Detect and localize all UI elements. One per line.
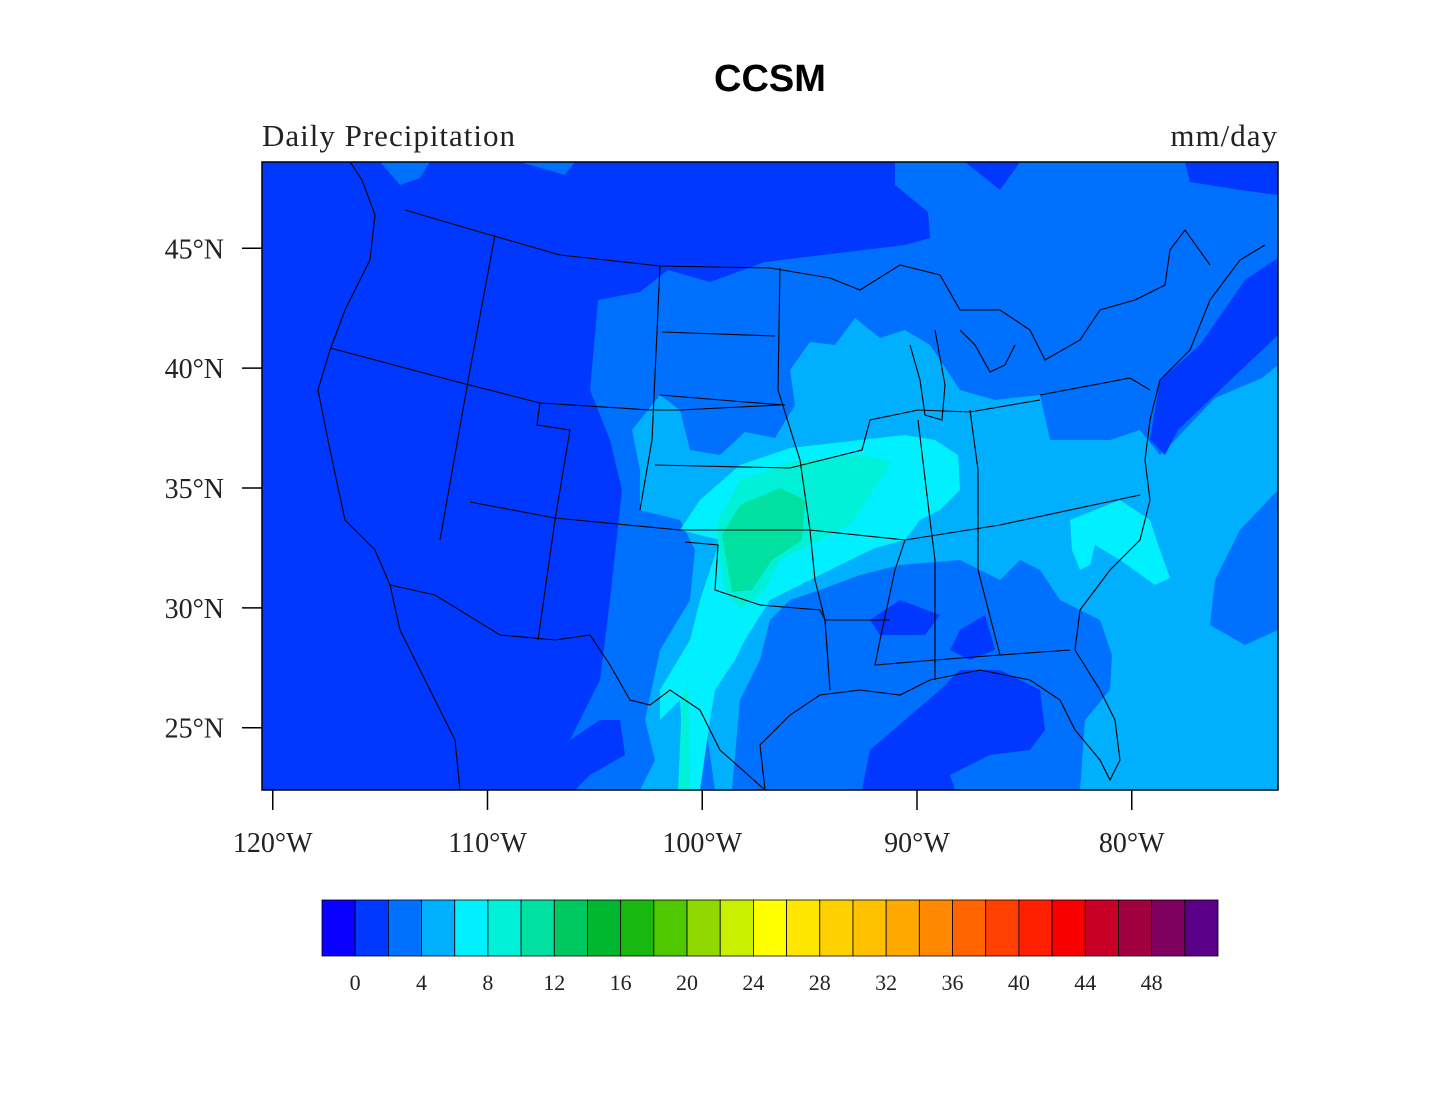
colorbar-box (1051, 899, 1086, 957)
contour-region (862, 670, 1045, 790)
lat-tick-label: 35°N (165, 474, 224, 505)
contour-region (722, 488, 805, 592)
colorbar-label: 0 (350, 970, 361, 995)
colorbar-box (918, 899, 953, 957)
colorbar-box (1184, 899, 1219, 957)
colorbar-box (587, 899, 622, 957)
contour-region (1210, 490, 1278, 645)
lon-tick-label: 80°W (1099, 828, 1165, 859)
axis-ticks: 45°N 40°N 35°N 30°N 25°N 120°W 110°W 100°W 90°W 8… (165, 234, 1166, 859)
colorbar-box (520, 899, 555, 957)
contour-region (380, 162, 430, 185)
colorbar-label: 4 (416, 970, 427, 995)
colorbar-box (454, 899, 489, 957)
contour-region (678, 680, 690, 790)
boundary-line (329, 347, 781, 411)
boundary-line (1039, 377, 1151, 396)
colorbar: 0 4 8 12 16 20 24 28 32 36 40 44 48 (321, 899, 1219, 995)
colorbar-box (487, 899, 522, 957)
contour-region (870, 600, 940, 635)
boundary-line (439, 234, 496, 541)
colorbar-label: 20 (676, 970, 698, 995)
contour-fills (262, 162, 1278, 790)
colorbar-box (719, 899, 754, 957)
colorbar-label: 8 (482, 970, 493, 995)
boundary-line (654, 399, 1041, 469)
contour-region (632, 318, 1278, 790)
colorbar-box (387, 899, 422, 957)
colorbar-box (952, 899, 987, 957)
map-frame (261, 161, 1279, 791)
boundary-line (389, 584, 766, 790)
colorbar-box (985, 899, 1020, 957)
boundary-line (684, 541, 890, 621)
boundary-line (917, 419, 936, 680)
units-label: mm/day (1170, 118, 1278, 153)
boundary-line (759, 244, 1266, 790)
colorbar-box (1151, 899, 1186, 957)
colorbar-box (1118, 899, 1153, 957)
boundary-line (969, 409, 1001, 656)
colorbar-box (354, 899, 389, 957)
lat-tick-label: 30°N (165, 594, 224, 625)
colorbar-box (1084, 899, 1119, 957)
colorbar-box (753, 899, 787, 957)
plot-title: CCSM (714, 58, 826, 100)
contour-region (520, 162, 575, 175)
colorbar-label: 40 (1008, 970, 1030, 995)
colorbar-box (1018, 899, 1053, 957)
colorbar-box (321, 899, 356, 957)
colorbar-box (786, 899, 821, 957)
colorbar-label: 16 (610, 970, 632, 995)
boundary-line (639, 265, 661, 511)
boundary-line (317, 162, 461, 790)
map-outlines (317, 162, 1266, 790)
colorbar-box (885, 899, 920, 957)
contour-region (1150, 258, 1278, 455)
colorbar-box (421, 899, 456, 957)
colorbar-box (653, 899, 688, 957)
colorbar-box (686, 899, 721, 957)
lat-tick-label: 45°N (165, 234, 224, 265)
colorbar-label: 48 (1141, 970, 1163, 995)
boundary-line (536, 402, 571, 641)
colorbar-label: 12 (543, 970, 565, 995)
boundary-line (661, 331, 776, 337)
lon-tick-label: 120°W (233, 828, 313, 859)
lat-tick-label: 25°N (165, 714, 224, 745)
colorbar-label: 28 (809, 970, 831, 995)
left-subtitle: Daily Precipitation (262, 118, 517, 153)
colorbar-label: 32 (875, 970, 897, 995)
contour-region (950, 615, 995, 660)
lon-tick-label: 90°W (884, 828, 950, 859)
boundary-line (909, 329, 946, 421)
colorbar-box (553, 899, 588, 957)
colorbar-box (620, 899, 655, 957)
boundary-line (404, 209, 1211, 361)
colorbar-label: 44 (1074, 970, 1096, 995)
colorbar-box (852, 899, 887, 957)
lon-tick-label: 110°W (448, 828, 527, 859)
colorbar-label: 36 (942, 970, 964, 995)
colorbar-box (819, 899, 854, 957)
boundary-line (659, 394, 786, 406)
lat-tick-label: 40°N (165, 354, 224, 385)
colorbar-label: 24 (742, 970, 764, 995)
boundary-line (959, 329, 1016, 373)
lon-tick-label: 100°W (662, 828, 742, 859)
